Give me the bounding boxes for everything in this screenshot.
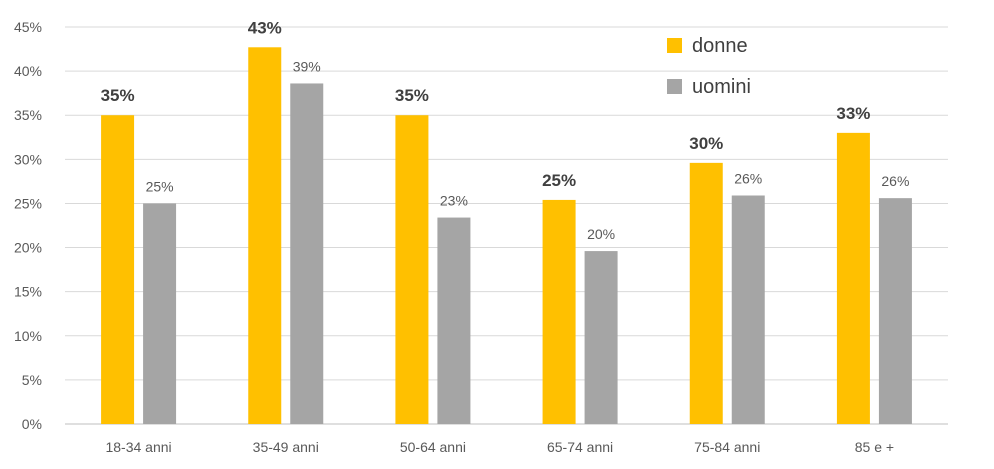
data-label-uomini: 39% [293, 58, 321, 74]
data-label-donne: 25% [542, 171, 576, 190]
y-tick-label: 30% [14, 151, 42, 167]
y-tick-label: 0% [22, 416, 42, 432]
bar-uomini [878, 198, 912, 424]
x-axis-tick-labels: 18-34 anni 35-49 anni 50-64 anni 65-74 anni… [105, 439, 894, 455]
y-tick-label: 15% [14, 284, 42, 300]
data-label-uomini: 23% [440, 193, 468, 209]
bar-uomini [584, 251, 618, 424]
data-label-uomini: 26% [881, 173, 909, 189]
legend-swatch-uomini [667, 79, 682, 94]
data-label-donne: 35% [395, 86, 429, 105]
data-label-donne: 30% [689, 134, 723, 153]
data-label-uomini: 26% [734, 171, 762, 187]
data-label-donne: 33% [836, 104, 870, 123]
y-tick-label: 45% [14, 19, 42, 35]
x-tick-label: 65-74 anni [547, 439, 613, 455]
bar-uomini [143, 203, 177, 424]
y-tick-label: 5% [22, 372, 42, 388]
bar-donne [689, 162, 723, 424]
gridlines [65, 26, 948, 425]
x-tick-label: 85 e + [855, 439, 894, 455]
data-label-uomini: 20% [587, 226, 615, 242]
bar-uomini [290, 83, 324, 424]
bar-donne [395, 115, 429, 424]
bar-donne [248, 47, 282, 425]
y-tick-label: 10% [14, 328, 42, 344]
data-label-uomini: 25% [146, 178, 174, 194]
y-axis-tick-labels: 0% 5% 10% 15% 20% 25% 30% 35% 40% 45% [14, 19, 42, 432]
y-tick-label: 25% [14, 195, 42, 211]
bar-uomini [731, 195, 765, 424]
bars [101, 47, 912, 425]
y-tick-label: 40% [14, 63, 42, 79]
bar-donne [836, 132, 870, 424]
bar-uomini [437, 217, 471, 424]
y-tick-label: 35% [14, 107, 42, 123]
data-label-donne: 43% [248, 18, 282, 37]
legend-label-donne: donne [692, 35, 748, 57]
x-tick-label: 18-34 anni [105, 439, 171, 455]
data-label-donne: 35% [101, 86, 135, 105]
bar-donne [101, 115, 135, 424]
x-tick-label: 75-84 anni [694, 439, 760, 455]
data-labels: 35% 25% 43% 39% 35% 23% 25% 20% 30% 26% 33% 26% [101, 18, 910, 242]
x-tick-label: 50-64 anni [400, 439, 466, 455]
y-tick-label: 20% [14, 240, 42, 256]
legend: donne uomini [667, 35, 751, 98]
legend-label-uomini: uomini [692, 76, 751, 98]
legend-swatch-donne [667, 38, 682, 53]
x-tick-label: 35-49 anni [253, 439, 319, 455]
bar-donne [542, 199, 576, 424]
